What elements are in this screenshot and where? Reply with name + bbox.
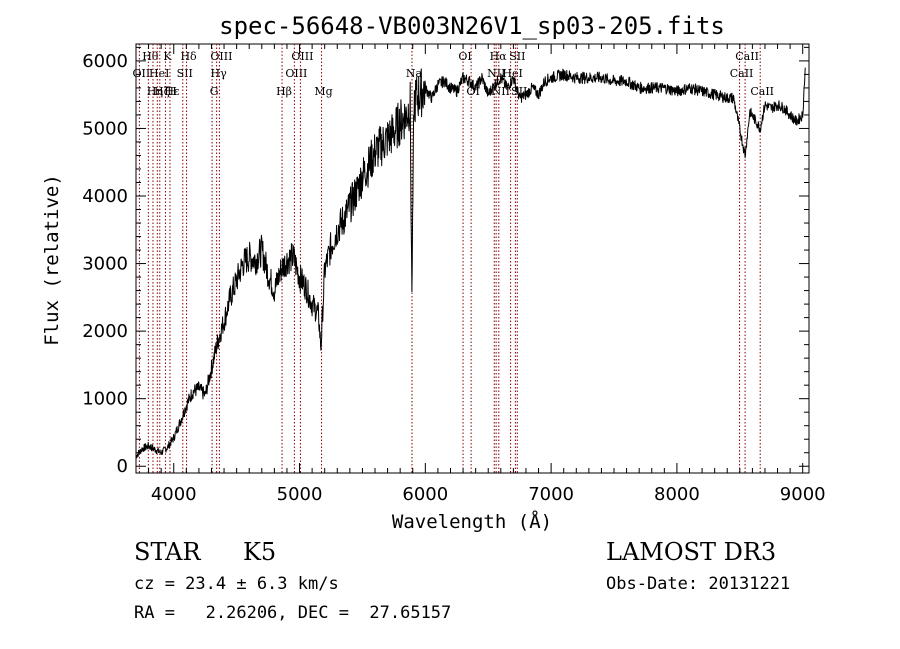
line-label: SII bbox=[177, 67, 193, 80]
x-tick-label: 5000 bbox=[277, 484, 323, 505]
x-axis: 4000 5000 6000 7000 8000 9000 bbox=[135, 44, 826, 505]
line-label: SII bbox=[509, 50, 525, 63]
line-label: OI bbox=[458, 50, 471, 63]
line-label: Hε bbox=[164, 85, 180, 98]
y-tick-label: 6000 bbox=[82, 51, 128, 72]
line-label: Hδ bbox=[180, 50, 197, 63]
spectrum-line bbox=[135, 67, 806, 459]
y-axis-label: Flux (relative) bbox=[41, 174, 63, 346]
line-label: HeI bbox=[149, 67, 169, 80]
line-label: OIII bbox=[210, 50, 232, 63]
x-tick-label: 9000 bbox=[780, 484, 826, 505]
x-tick-label: 7000 bbox=[528, 484, 574, 505]
x-tick-label: 4000 bbox=[151, 484, 197, 505]
y-tick-label: 0 bbox=[117, 456, 128, 477]
line-label: Hζ bbox=[154, 85, 170, 98]
y-tick-label: 5000 bbox=[82, 118, 128, 139]
object-subclass: K5 bbox=[243, 538, 277, 566]
line-label: Hα bbox=[490, 50, 508, 63]
plot-frame bbox=[135, 43, 810, 474]
line-label: CaII bbox=[730, 67, 754, 80]
coordinates: RA = 2.26206, DEC = 27.65157 bbox=[134, 603, 452, 623]
line-label: H bbox=[167, 85, 177, 98]
y-axis: 0 1000 2000 3000 4000 5000 6000 bbox=[82, 46, 809, 477]
line-label: Hβ bbox=[276, 85, 292, 98]
line-label: Hθ bbox=[142, 50, 159, 63]
line-label: OIII bbox=[285, 67, 307, 80]
x-tick-label: 6000 bbox=[402, 484, 448, 505]
x-tick-label: 8000 bbox=[654, 484, 700, 505]
object-class: STAR bbox=[134, 538, 201, 566]
line-label: OI bbox=[466, 85, 479, 98]
plot-border bbox=[135, 43, 810, 474]
observation-date: Obs-Date: 20131221 bbox=[606, 574, 791, 594]
chart-title: spec-56648-VB003N26V1_sp03-205.fits bbox=[219, 12, 725, 40]
y-tick-label: 1000 bbox=[82, 389, 128, 410]
line-label: Hγ bbox=[211, 67, 228, 80]
line-label: CaII bbox=[735, 50, 759, 63]
y-tick-label: 3000 bbox=[82, 254, 128, 275]
line-label: OIII bbox=[291, 50, 313, 63]
redshift-cz: cz = 23.4 ± 6.3 km/s bbox=[134, 574, 339, 594]
line-label: K bbox=[163, 50, 172, 63]
emission-line-markers: OII Hθ Hη HeI Hζ K HHε SII Hδ G Hγ OIII Hβ OIII OIII Mg… bbox=[133, 44, 774, 473]
survey-name: LAMOST DR3 bbox=[606, 538, 777, 566]
line-label: OII bbox=[133, 67, 151, 80]
spectrum-series bbox=[135, 67, 806, 459]
y-tick-label: 4000 bbox=[82, 186, 128, 207]
line-label: G bbox=[210, 85, 219, 98]
line-label: CaII bbox=[750, 85, 774, 98]
line-label: Hη bbox=[147, 85, 163, 98]
line-label: Mg bbox=[314, 85, 332, 98]
y-tick-label: 2000 bbox=[82, 321, 128, 342]
line-label: Na bbox=[406, 67, 423, 80]
x-axis-label: Wavelength (Å) bbox=[392, 510, 552, 533]
